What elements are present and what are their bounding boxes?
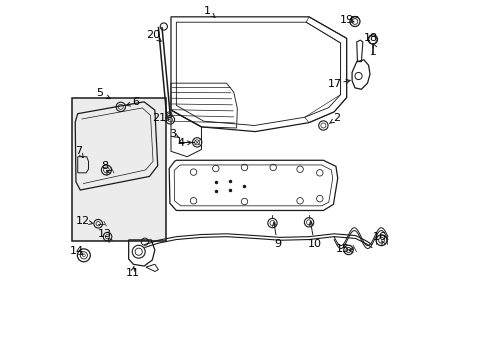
Text: 9: 9: [273, 239, 281, 249]
Text: 12: 12: [76, 216, 90, 226]
Text: 4: 4: [177, 139, 184, 148]
Text: 2: 2: [333, 113, 340, 123]
Text: 19: 19: [339, 15, 353, 25]
Text: 11: 11: [125, 267, 140, 278]
Text: 15: 15: [335, 244, 349, 254]
Text: 21: 21: [152, 113, 166, 123]
Text: 18: 18: [363, 33, 377, 43]
Text: 16: 16: [372, 232, 386, 242]
Text: 1: 1: [203, 6, 210, 16]
Text: 7: 7: [75, 146, 82, 156]
Text: 5: 5: [96, 88, 103, 98]
Text: 6: 6: [132, 97, 140, 107]
Text: 10: 10: [307, 239, 321, 249]
Text: 3: 3: [169, 129, 176, 139]
Circle shape: [167, 113, 170, 116]
Bar: [72, 98, 165, 241]
Text: 17: 17: [327, 79, 341, 89]
Text: 13: 13: [98, 229, 111, 239]
Text: 8: 8: [101, 161, 108, 171]
Text: 14: 14: [70, 246, 84, 256]
Text: 20: 20: [145, 30, 160, 40]
